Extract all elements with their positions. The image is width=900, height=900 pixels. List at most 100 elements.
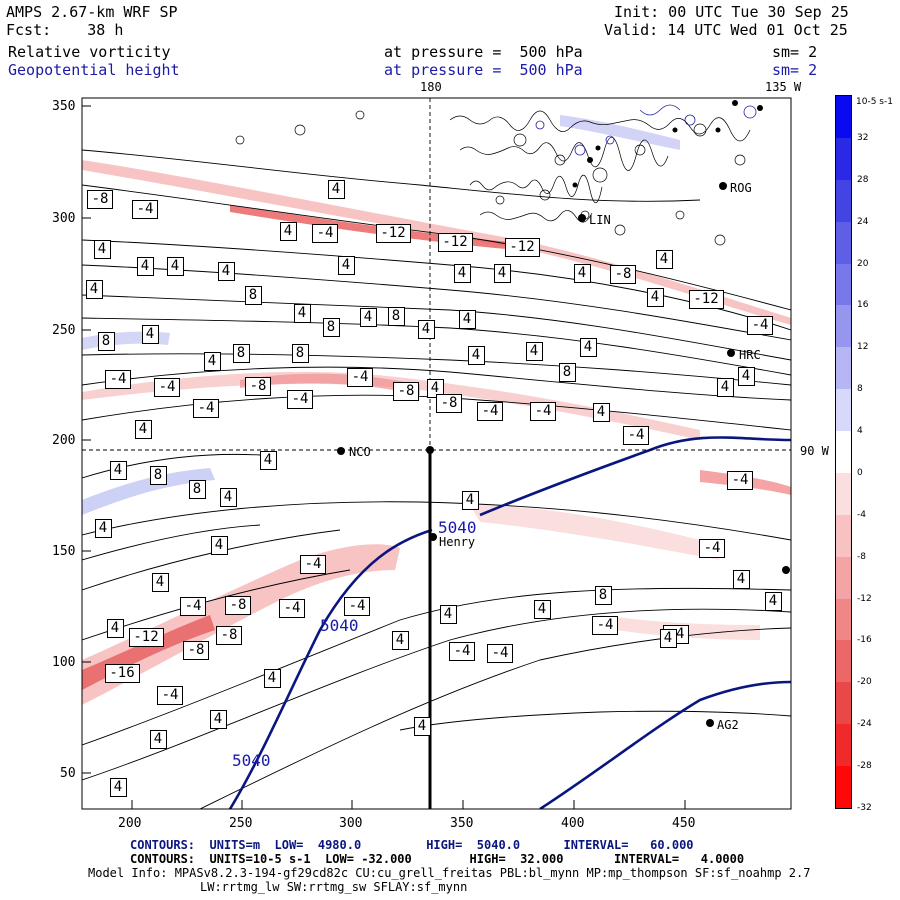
vorticity-contour-label: 8 xyxy=(558,363,576,382)
meridian-135w-label: 135 W xyxy=(765,80,802,94)
valid-time: Valid: 14 UTC Wed 01 Oct 25 xyxy=(604,21,848,39)
y-tick-250: 250 xyxy=(52,323,76,338)
station-lin-label: LIN xyxy=(589,213,611,227)
vorticity-contour-label: 4 xyxy=(93,240,111,259)
field2-name: Geopotential height xyxy=(8,61,180,79)
vorticity-contour-label: -4 xyxy=(279,599,305,618)
colorbar-tick-label: -4 xyxy=(857,509,866,520)
colorbar-tick-label: -20 xyxy=(857,677,872,688)
vorticity-contour-label: 4 xyxy=(439,605,457,624)
colorbar-tick-label: -12 xyxy=(857,593,872,604)
colorbar-tick-label: -24 xyxy=(857,719,872,730)
vorticity-contour-label: -12 xyxy=(504,238,540,257)
vorticity-contour-label: 4 xyxy=(141,325,159,344)
colorbar-swatch xyxy=(836,263,851,306)
vorticity-contour-label: -8 xyxy=(245,377,271,396)
vorticity-contour-label: -4 xyxy=(157,686,183,705)
vorticity-contour-label: 4 xyxy=(461,491,479,510)
y-tick-50: 50 xyxy=(60,766,76,781)
plot-area xyxy=(82,98,791,809)
vorticity-contour-label: -8 xyxy=(610,265,636,284)
field1-name: Relative vorticity xyxy=(8,43,171,61)
vorticity-contour-label: -16 xyxy=(104,664,140,683)
vorticity-contour-label: 4 xyxy=(453,264,471,283)
colorbar-swatch xyxy=(836,137,851,180)
colorbar-swatch xyxy=(836,724,851,767)
vorticity-contour-label: 8 xyxy=(291,344,309,363)
vorticity-contour-label: 8 xyxy=(188,480,206,499)
vorticity-contour-label: 4 xyxy=(592,403,610,422)
footer-height-contours: CONTOURS: UNITS=m LOW= 4980.0 HIGH= 5040… xyxy=(130,838,694,852)
vorticity-contour-label: 8 xyxy=(149,466,167,485)
vorticity-contour-label: -12 xyxy=(688,290,724,309)
colorbar-swatch xyxy=(836,640,851,683)
vorticity-contour-label: 8 xyxy=(232,344,250,363)
y-tick-300: 300 xyxy=(52,211,76,226)
vorticity-contour-label: -12 xyxy=(375,224,411,243)
station-ag2-label: AG2 xyxy=(717,718,739,732)
vorticity-contour-label: 4 xyxy=(166,257,184,276)
vorticity-contour-label: -4 xyxy=(449,642,475,661)
footer-vorticity-contours: CONTOURS: UNITS=10-5 s-1 LOW= -32.000 HI… xyxy=(130,852,745,866)
vorticity-contour-label: -4 xyxy=(727,471,753,490)
vorticity-contour-label: 4 xyxy=(149,730,167,749)
noisy-contours xyxy=(235,110,751,246)
colorbar-swatch xyxy=(836,472,851,515)
vorticity-contour-label: -4 xyxy=(300,555,326,574)
vorticity-contour-label: 4 xyxy=(359,308,377,327)
vorticity-contour-label: -4 xyxy=(530,402,556,421)
vorticity-contour-label: 4 xyxy=(293,304,311,323)
colorbar-tick-label: 32 xyxy=(857,132,869,143)
station-henry-label: Henry xyxy=(439,535,476,549)
colorbar-swatch xyxy=(836,682,851,725)
vorticity-contour-label: -8 xyxy=(436,394,462,413)
vorticity-contour-label: -4 xyxy=(477,402,503,421)
vorticity-contour-label: -4 xyxy=(347,368,373,387)
init-time: Init: 00 UTC Tue 30 Sep 25 xyxy=(614,3,849,21)
station-hrc-label: HRC xyxy=(739,348,761,362)
vorticity-contour-label: 4 xyxy=(426,379,444,398)
vorticity-contour-label: 4 xyxy=(391,631,409,650)
vorticity-contour-label: 4 xyxy=(134,420,152,439)
colorbar-tick-label: 8 xyxy=(857,384,863,395)
vorticity-contour-label: -8 xyxy=(183,641,209,660)
vorticity-contour-label: -4 xyxy=(154,378,180,397)
vorticity-contour-label: -12 xyxy=(128,628,164,647)
vorticity-contour-label: 4 xyxy=(737,367,755,386)
vorticity-contour-label: 4 xyxy=(732,570,750,589)
height-label-1: 5040 xyxy=(438,518,477,537)
meridian-180-label: 180 xyxy=(420,80,442,94)
y-tick-150: 150 xyxy=(52,544,76,559)
colorbar-swatch xyxy=(836,96,851,138)
vorticity-contour-label: -8 xyxy=(225,596,251,615)
vorticity-contour-label: -4 xyxy=(180,597,206,616)
vorticity-contour-label: 4 xyxy=(659,629,677,648)
vorticity-contour-label: 4 xyxy=(209,710,227,729)
vorticity-contour-label: 4 xyxy=(413,717,431,736)
vorticity-contour-label: -4 xyxy=(105,370,131,389)
colorbar-swatch xyxy=(836,221,851,264)
station-hrc-marker xyxy=(727,349,735,357)
vorticity-contour-label: -4 xyxy=(193,399,219,418)
parallel-90w-label: 90 W xyxy=(800,444,829,458)
station-rog-label: ROG xyxy=(730,181,752,195)
vorticity-contour-label: -4 xyxy=(699,539,725,558)
vorticity-contour-label: -4 xyxy=(344,597,370,616)
vorticity-contour-label: -4 xyxy=(312,224,338,243)
vorticity-contour-label: 4 xyxy=(210,536,228,555)
vorticity-contour-label: 4 xyxy=(136,257,154,276)
colorbar-tick-label: -8 xyxy=(857,551,866,562)
colorbar-tick-label: 20 xyxy=(857,258,869,269)
y-tick-350: 350 xyxy=(52,99,76,114)
vorticity-contour-label: 4 xyxy=(655,250,673,269)
vorticity-contour-label: 4 xyxy=(764,592,782,611)
vorticity-contour-label: 4 xyxy=(279,222,297,241)
colorbar-swatch xyxy=(836,556,851,599)
vorticity-contour-label: -4 xyxy=(747,316,773,335)
plot-frame xyxy=(81,97,792,810)
vorticity-contour-label: 4 xyxy=(263,669,281,688)
vorticity-contour-label: -12 xyxy=(437,233,473,252)
noisy-blue-contours xyxy=(535,104,757,156)
vorticity-contour-label: 4 xyxy=(467,346,485,365)
